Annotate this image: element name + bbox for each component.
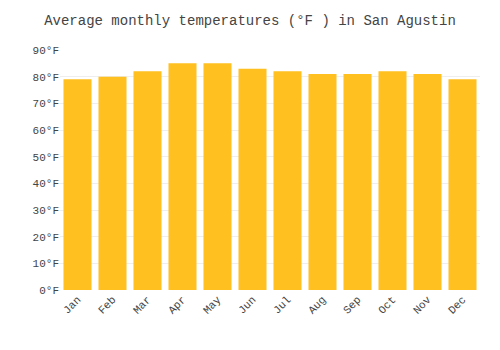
svg-text:30°F: 30°F [33,205,59,217]
svg-text:50°F: 50°F [33,152,59,164]
svg-text:60°F: 60°F [33,125,59,137]
svg-text:Dec: Dec [446,294,468,316]
svg-text:70°F: 70°F [33,98,59,110]
svg-text:Jan: Jan [61,294,83,316]
svg-text:Mar: Mar [131,294,153,316]
svg-text:Feb: Feb [96,294,118,316]
svg-text:Jun: Jun [236,294,258,316]
svg-text:Apr: Apr [166,294,188,316]
svg-text:Nov: Nov [411,294,434,317]
svg-text:May: May [201,294,224,317]
svg-text:10°F: 10°F [33,258,59,270]
svg-text:0°F: 0°F [39,285,59,297]
svg-text:80°F: 80°F [33,72,59,84]
svg-text:Jul: Jul [271,294,293,316]
svg-text:90°F: 90°F [33,45,59,57]
svg-text:Sep: Sep [341,294,363,316]
svg-text:20°F: 20°F [33,232,59,244]
svg-text:Oct: Oct [376,294,398,316]
svg-text:40°F: 40°F [33,178,59,190]
svg-text:Average monthly temperatures (: Average monthly temperatures (°F ) in Sa… [44,13,456,29]
svg-text:Aug: Aug [306,294,328,316]
